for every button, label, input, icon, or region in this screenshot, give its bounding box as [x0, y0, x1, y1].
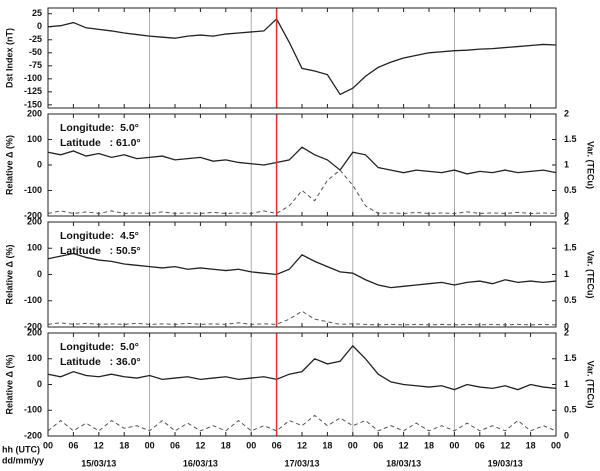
y-tick-label: 100	[27, 134, 42, 144]
y2-axis-title: Var. (TECu)	[586, 141, 596, 189]
y-tick-label: 200	[27, 216, 42, 226]
y-axis-title: Dst Index (nT)	[4, 28, 14, 88]
data-line	[47, 414, 557, 432]
annotation: Longitude: 5.0°	[60, 122, 139, 134]
x-tick-label: 00	[246, 440, 256, 450]
x-tick-label: 00	[449, 440, 459, 450]
x-tick-label: 12	[399, 440, 409, 450]
data-line	[47, 310, 557, 326]
y2-axis-title: Var. (TECu)	[586, 360, 596, 408]
y-tick-label: 0	[37, 21, 42, 31]
y-tick-label: 200	[27, 327, 42, 337]
y-tick-label: 100	[27, 353, 42, 363]
date-label: 18/03/13	[386, 458, 421, 468]
y-tick-label: -100	[24, 73, 42, 83]
y-tick-label: -100	[24, 405, 42, 415]
y2-tick-label: 1.5	[564, 134, 577, 144]
data-line	[47, 17, 557, 96]
y2-axis-title: Var. (TECu)	[586, 250, 596, 298]
x-tick-label: 00	[551, 440, 561, 450]
x-tick-label: 12	[297, 440, 307, 450]
panel-frame	[47, 113, 557, 217]
y2-tick-label: 0.5	[564, 185, 577, 195]
y2-tick-label: 0	[564, 321, 569, 331]
data-line	[47, 344, 557, 391]
y2-tick-label: 1	[564, 269, 569, 279]
y-tick-label: -200	[24, 210, 42, 220]
y2-tick-label: 1	[564, 159, 569, 169]
y2-tick-label: 1	[564, 379, 569, 389]
y2-tick-label: 0.5	[564, 295, 577, 305]
x-tick-label: 06	[373, 440, 383, 450]
x-tick-label: 12	[500, 440, 510, 450]
panel-frame	[47, 7, 557, 109]
y-tick-label: -200	[24, 430, 42, 440]
y-tick-label: -25	[29, 34, 42, 44]
y-tick-label: 25	[32, 8, 42, 18]
y2-tick-label: 1.5	[564, 243, 577, 253]
y-axis-title: Relative Δ (%)	[4, 355, 14, 415]
x-axis-title: hh (UTC)	[2, 444, 40, 454]
x-tick-label: 06	[170, 440, 180, 450]
x-tick-label: 18	[322, 440, 332, 450]
x-tick-label: 00	[145, 440, 155, 450]
data-line	[47, 169, 557, 214]
y-tick-label: -50	[29, 47, 42, 57]
y2-tick-label: 0.5	[564, 405, 577, 415]
x-tick-label: 06	[68, 440, 78, 450]
date-label: 15/03/13	[81, 458, 116, 468]
x-tick-label: 06	[272, 440, 282, 450]
x-tick-label: 18	[221, 440, 231, 450]
x-tick-label: 18	[119, 440, 129, 450]
x-tick-label: 18	[526, 440, 536, 450]
x-tick-label: 18	[424, 440, 434, 450]
y-tick-label: -125	[24, 86, 42, 96]
y2-tick-label: 2	[564, 216, 569, 226]
x-tick-label: 12	[94, 440, 104, 450]
y-tick-label: 0	[37, 379, 42, 389]
y2-tick-label: 2	[564, 108, 569, 118]
x-tick-label: 06	[475, 440, 485, 450]
annotation: Longitude: 4.5°	[60, 230, 139, 242]
panel-frame	[47, 221, 557, 328]
date-label: 19/03/13	[488, 458, 523, 468]
data-line	[47, 252, 557, 289]
x-tick-label: 00	[43, 440, 53, 450]
y-tick-label: 100	[27, 243, 42, 253]
x-tick-label: 12	[195, 440, 205, 450]
annotation: Latitude : 50.5°	[60, 245, 141, 257]
y-tick-label: -150	[24, 99, 42, 109]
annotation: Latitude : 36.0°	[60, 356, 141, 368]
date-label: 17/03/13	[284, 458, 319, 468]
y-axis-title: Relative Δ (%)	[4, 135, 14, 195]
y-tick-label: 0	[37, 159, 42, 169]
y-tick-label: -200	[24, 321, 42, 331]
y-tick-label: 200	[27, 108, 42, 118]
y-tick-label: -75	[29, 60, 42, 70]
y-axis-title: Relative Δ (%)	[4, 245, 14, 305]
y2-tick-label: 0	[564, 210, 569, 220]
y-tick-label: 0	[37, 269, 42, 279]
annotation: Latitude : 61.0°	[60, 137, 141, 149]
y-tick-label: -100	[24, 295, 42, 305]
x-tick-label: 00	[348, 440, 358, 450]
y2-tick-label: 2	[564, 327, 569, 337]
y-tick-label: -100	[24, 185, 42, 195]
data-line	[47, 146, 557, 175]
y2-tick-label: 0	[564, 430, 569, 440]
annotation: Longitude: 5.0°	[60, 341, 139, 353]
x-axis-title: dd/mm/yy	[2, 455, 44, 465]
panel-frame	[47, 332, 557, 437]
y2-tick-label: 1.5	[564, 353, 577, 363]
date-label: 16/03/13	[183, 458, 218, 468]
